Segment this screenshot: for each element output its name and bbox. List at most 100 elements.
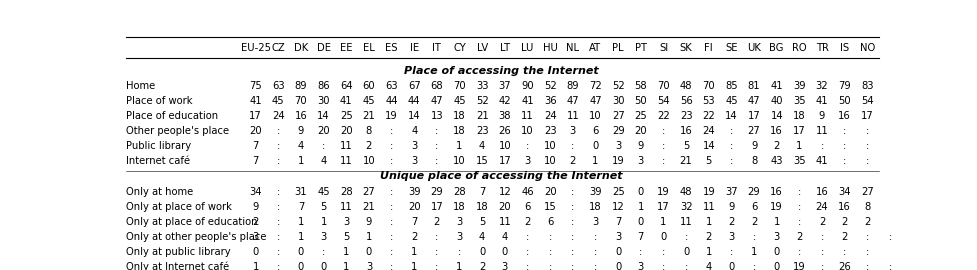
Text: 27: 27 — [860, 187, 872, 197]
Text: LT: LT — [499, 43, 509, 53]
Text: 1: 1 — [456, 262, 462, 270]
Text: LU: LU — [521, 43, 533, 53]
Text: 3: 3 — [773, 232, 779, 242]
Text: 70: 70 — [657, 82, 669, 92]
Text: 2: 2 — [479, 262, 485, 270]
Text: 0: 0 — [637, 187, 643, 197]
Text: 63: 63 — [272, 82, 284, 92]
Text: 9: 9 — [750, 141, 756, 151]
Text: 41: 41 — [815, 96, 828, 106]
Text: RO: RO — [791, 43, 806, 53]
Text: IT: IT — [432, 43, 441, 53]
Text: :: : — [797, 247, 800, 257]
Text: 27: 27 — [747, 126, 760, 136]
Text: 81: 81 — [747, 82, 759, 92]
Text: 19: 19 — [657, 187, 669, 197]
Text: 12: 12 — [612, 202, 624, 212]
Text: 21: 21 — [362, 202, 375, 212]
Text: 16: 16 — [294, 112, 307, 122]
Text: :: : — [887, 232, 891, 242]
Text: 3: 3 — [570, 126, 575, 136]
Text: 1: 1 — [750, 247, 756, 257]
Text: EE: EE — [340, 43, 352, 53]
Text: 6: 6 — [750, 202, 756, 212]
Text: 1: 1 — [659, 217, 666, 227]
Text: 5: 5 — [343, 232, 349, 242]
Text: 52: 52 — [612, 82, 624, 92]
Text: 1: 1 — [320, 217, 326, 227]
Text: 32: 32 — [679, 202, 692, 212]
Text: :: : — [797, 187, 800, 197]
Text: :: : — [571, 202, 573, 212]
Text: 20: 20 — [249, 126, 262, 136]
Text: :: : — [797, 202, 800, 212]
Text: :: : — [865, 262, 869, 270]
Text: :: : — [548, 262, 551, 270]
Text: 15: 15 — [543, 202, 556, 212]
Text: BG: BG — [769, 43, 784, 53]
Text: Other people's place: Other people's place — [126, 126, 229, 136]
Text: :: : — [276, 126, 279, 136]
Text: EU-25: EU-25 — [240, 43, 271, 53]
Text: 3: 3 — [410, 141, 417, 151]
Text: 7: 7 — [637, 232, 643, 242]
Text: 8: 8 — [864, 202, 870, 212]
Text: 4: 4 — [297, 141, 304, 151]
Text: :: : — [865, 141, 869, 151]
Text: Only at home: Only at home — [126, 187, 193, 197]
Text: 3: 3 — [592, 217, 598, 227]
Text: Only at other people's place: Only at other people's place — [126, 232, 267, 242]
Text: 47: 47 — [747, 96, 759, 106]
Text: :: : — [276, 232, 279, 242]
Text: 0: 0 — [252, 247, 259, 257]
Text: 39: 39 — [792, 82, 805, 92]
Text: 5: 5 — [320, 202, 326, 212]
Text: 41: 41 — [770, 82, 783, 92]
Text: 10: 10 — [498, 141, 511, 151]
Text: 14: 14 — [724, 112, 737, 122]
Text: :: : — [435, 141, 438, 151]
Text: 39: 39 — [407, 187, 420, 197]
Text: :: : — [571, 262, 573, 270]
Text: :: : — [865, 247, 869, 257]
Text: 16: 16 — [679, 126, 692, 136]
Text: 1: 1 — [343, 247, 349, 257]
Text: 3: 3 — [728, 232, 734, 242]
Text: 20: 20 — [543, 187, 556, 197]
Text: 3: 3 — [615, 232, 620, 242]
Text: 1: 1 — [297, 156, 304, 166]
Text: 2: 2 — [773, 141, 779, 151]
Text: 89: 89 — [294, 82, 307, 92]
Text: :: : — [820, 247, 823, 257]
Text: 34: 34 — [837, 187, 850, 197]
Text: :: : — [390, 187, 393, 197]
Text: 40: 40 — [770, 96, 783, 106]
Text: 3: 3 — [410, 156, 417, 166]
Text: 3: 3 — [456, 232, 462, 242]
Text: 24: 24 — [701, 126, 714, 136]
Text: 0: 0 — [773, 262, 779, 270]
Text: 14: 14 — [407, 112, 420, 122]
Text: 24: 24 — [272, 112, 284, 122]
Text: :: : — [661, 156, 664, 166]
Text: :: : — [820, 262, 823, 270]
Text: 1: 1 — [252, 262, 259, 270]
Text: 41: 41 — [521, 96, 533, 106]
Text: 10: 10 — [588, 112, 601, 122]
Text: 2: 2 — [728, 217, 734, 227]
Text: 29: 29 — [430, 187, 443, 197]
Text: 2: 2 — [365, 141, 371, 151]
Text: 11: 11 — [340, 156, 353, 166]
Text: SK: SK — [679, 43, 692, 53]
Text: 70: 70 — [701, 82, 714, 92]
Text: 0: 0 — [615, 247, 620, 257]
Text: :: : — [548, 232, 551, 242]
Text: 20: 20 — [498, 202, 511, 212]
Text: 28: 28 — [340, 187, 352, 197]
Text: 1: 1 — [343, 262, 349, 270]
Text: :: : — [751, 262, 755, 270]
Text: 9: 9 — [637, 141, 643, 151]
Text: :: : — [842, 141, 845, 151]
Text: 13: 13 — [430, 112, 443, 122]
Text: :: : — [639, 247, 642, 257]
